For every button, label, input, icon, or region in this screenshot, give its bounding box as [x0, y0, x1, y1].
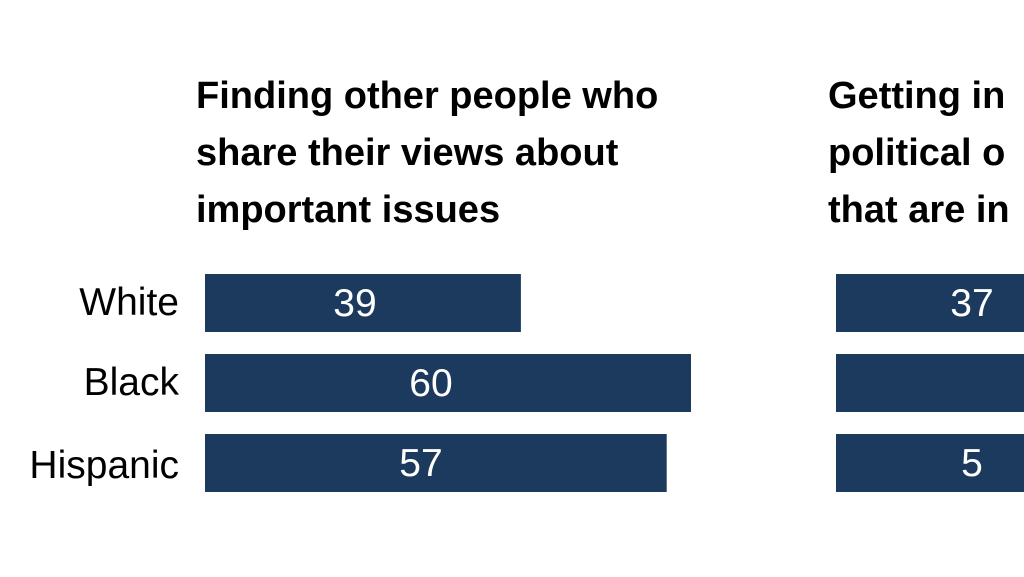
panel-2-title-line-1: Getting in	[828, 75, 1006, 117]
bar-panel-2-black	[836, 354, 1024, 412]
bar-panel-1-hispanic	[205, 434, 667, 492]
category-label-black: Black	[83, 361, 179, 404]
panel-1-title-line-1: Finding other people who	[196, 75, 659, 117]
bar-panel-2-hispanic	[836, 434, 1024, 492]
value-label-panel-1-hispanic: 57	[399, 442, 442, 485]
bar-panel-2-white	[836, 274, 1024, 332]
panel-2-title-line-2: political o	[828, 132, 1006, 174]
category-label-white: White	[79, 281, 179, 324]
panel-1-title-line-2: share their views about	[196, 132, 619, 174]
value-label-panel-2-white: 37	[950, 282, 993, 325]
panel-2-title: Getting in political o that are in	[828, 68, 1010, 239]
category-label-hispanic: Hispanic	[29, 444, 179, 487]
value-label-panel-2-hispanic: 5	[961, 442, 983, 485]
value-label-panel-1-white: 39	[333, 282, 376, 325]
bar-panel-1-black	[205, 354, 691, 412]
panel-1-title-line-3: important issues	[196, 189, 501, 231]
value-label-panel-1-black: 60	[409, 362, 452, 405]
bar-panel-1-white	[205, 274, 521, 332]
panel-2-title-line-3: that are in	[828, 189, 1010, 231]
panel-1-title: Finding other people who share their vie…	[196, 68, 658, 239]
